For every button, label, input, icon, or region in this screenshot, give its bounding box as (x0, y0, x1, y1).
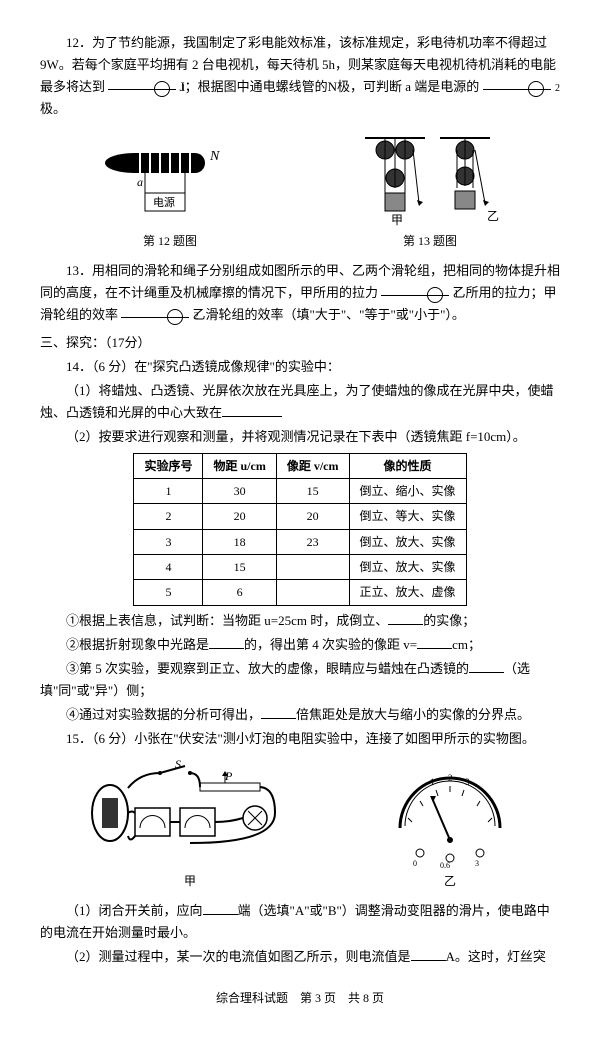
blank[interactable] (469, 659, 504, 673)
label-yi: 乙 (487, 209, 499, 223)
label-a: a (137, 175, 143, 189)
table-header-row: 实验序号 物距 u/cm 像距 v/cm 像的性质 (134, 453, 466, 478)
page-footer: 综合理科试题 第 3 页 共 8 页 (40, 988, 560, 1008)
q14-c4: ④通过对实验数据的分析可得出，倍焦距处是放大与缩小的实像的分界点。 (40, 704, 560, 726)
box-label: 电源 (153, 195, 175, 209)
blank[interactable] (203, 901, 238, 915)
q12-c: 极。 (40, 101, 66, 116)
blank[interactable] (411, 947, 446, 961)
circled-2: 2 (528, 81, 544, 97)
blank-q12-2[interactable]: 2 (483, 76, 551, 90)
q15-p1: （1）闭合开关前，应向端（选填"A"或"B"）调整滑动变阻器的滑片，使电路中的电… (40, 900, 560, 944)
circuit-diagram: S P (80, 758, 300, 868)
q13-text: 13．用相同的滑轮和绳子分别组成如图所示的甲、乙两个滑轮组，把相同的物体提升相同… (40, 260, 560, 326)
q14-intro: 14．（6 分）在"探究凸透镜成像规律"的实验中： (40, 356, 560, 378)
fig12: N a 电源 第 12 题图 (95, 138, 245, 251)
blank[interactable] (209, 635, 244, 649)
blank-q13-1[interactable]: 1 (381, 282, 449, 296)
q14-p2: （2）按要求进行观察和测量，并将观测情况记录在下表中（透镜焦距 f=10cm）。 (40, 426, 560, 448)
blank[interactable] (417, 635, 452, 649)
q14-c1: ①根据上表信息，试判断：当物距 u=25cm 时，成倒立、的实像； (40, 610, 560, 632)
fig13-label: 第 13 题图 (355, 231, 505, 251)
circled-1: 1 (154, 81, 170, 97)
label-jia: 甲 (391, 213, 403, 227)
table-row: 415倒立、放大、实像 (134, 555, 466, 580)
ammeter-diagram: 1 2 3 0 0.6 3 (380, 768, 520, 868)
fig13: 甲 乙 第 13 题图 (355, 128, 505, 251)
blank-q14-1[interactable] (222, 403, 282, 417)
fig15-jia: S P 甲 (80, 758, 300, 891)
fig15-yi: 1 2 3 0 0.6 3 乙 (380, 768, 520, 891)
blank-q12-1[interactable]: 1 (108, 76, 176, 90)
blank[interactable] (261, 705, 296, 719)
fig12-label: 第 12 题图 (95, 231, 245, 251)
th: 实验序号 (134, 453, 203, 478)
svg-text:3: 3 (465, 777, 470, 787)
q14-p1: （1）将蜡烛、凸透镜、光屏依次放在光具座上，为了使蜡烛的像成在光屏中央，使蜡烛、… (40, 380, 560, 424)
table-row: 13015倒立、缩小、实像 (134, 478, 466, 503)
table-row: 31823倒立、放大、实像 (134, 529, 466, 554)
q15-p2: （2）测量过程中，某一次的电流值如图乙所示，则电流值是A。这时，灯丝突 (40, 946, 560, 968)
pulley-diagram: 甲 乙 (355, 128, 505, 228)
q14-table: 实验序号 物距 u/cm 像距 v/cm 像的性质 13015倒立、缩小、实像 … (133, 453, 466, 606)
q15-intro: 15．（6 分）小张在"伏安法"测小灯泡的电阻实验中，连接了如图甲所示的实物图。 (40, 728, 560, 750)
table-row: 56正立、放大、虚像 (134, 580, 466, 605)
q13-c: 乙滑轮组的效率（填"大于"、"等于"或"小于"）。 (193, 307, 465, 322)
blank-q13-2[interactable]: 2 (121, 304, 189, 318)
svg-text:3: 3 (475, 859, 479, 868)
figure-row-2: S P 甲 (40, 758, 560, 891)
fig15-jia-label: 甲 (80, 871, 300, 891)
q12-b: J；根据图中通电螺线管的N极，可判断 a 端是电源的 (180, 79, 480, 94)
figure-row-1: N a 电源 第 12 题图 甲 (40, 128, 560, 251)
th: 像的性质 (349, 453, 466, 478)
svg-text:0.6: 0.6 (440, 861, 450, 868)
blank[interactable] (388, 611, 423, 625)
th: 像距 v/cm (276, 453, 349, 478)
solenoid-diagram: N a 电源 (95, 138, 245, 228)
q14-c2: ②根据折射现象中光路是的，得出第 4 次实验的像距 v=cm； (40, 634, 560, 656)
q14-c3: ③第 5 次实验，要观察到正立、放大的虚像，眼睛应与蜡烛在凸透镜的（选填"同"或… (40, 658, 560, 702)
svg-text:2: 2 (448, 773, 453, 783)
label-N: N (209, 149, 220, 164)
th: 物距 u/cm (203, 453, 276, 478)
q12-text: 12．为了节约能源，我国制定了彩电能效标准，该标准规定，彩电待机功率不得超过 9… (40, 32, 560, 120)
svg-text:0: 0 (413, 859, 417, 868)
svg-text:1: 1 (430, 777, 435, 787)
fig15-yi-label: 乙 (380, 871, 520, 891)
section-3-header: 三、探究：（17分） (40, 332, 560, 354)
table-row: 22020倒立、等大、实像 (134, 504, 466, 529)
